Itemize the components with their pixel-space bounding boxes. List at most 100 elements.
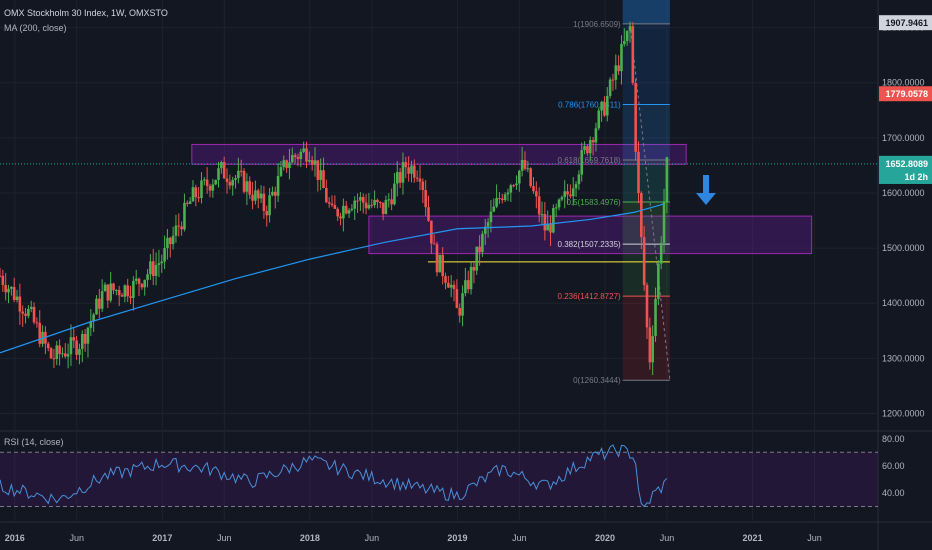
candle-body (611, 79, 615, 81)
candle-body (214, 179, 217, 185)
candle-body (268, 195, 271, 216)
candle-body (290, 155, 294, 163)
candle-body (475, 246, 479, 271)
candle-body (339, 216, 342, 219)
fib-band (622, 23, 670, 105)
candle-body (225, 178, 229, 182)
candle-body (183, 202, 186, 230)
candle-body (597, 110, 601, 129)
candle-body (191, 187, 195, 202)
time-tick-label: Jun (660, 533, 675, 543)
price-tick-label: 1300.0000 (882, 353, 925, 363)
candle-body (231, 179, 234, 186)
price-badge (879, 86, 932, 102)
candle-body (441, 254, 444, 277)
candle-body (458, 308, 462, 316)
price-tick-label: 1500.0000 (882, 243, 925, 253)
candle-body (78, 349, 81, 355)
candle-body (126, 285, 129, 297)
candle-body (481, 233, 484, 253)
candle-body (282, 160, 286, 168)
candle-body (393, 183, 396, 205)
time-tick-label: 2020 (595, 533, 615, 543)
candle-body (552, 208, 555, 233)
candle-body (7, 288, 10, 293)
candle-body (103, 284, 107, 292)
candle-body (410, 165, 413, 174)
candle-body (55, 345, 59, 359)
candle-body (515, 183, 518, 186)
candle-body (211, 184, 215, 191)
price-tick-label: 1600.0000 (882, 188, 925, 198)
candle-body (52, 358, 56, 360)
candle-body (336, 208, 339, 217)
candle-body (140, 283, 144, 288)
candle-body (574, 184, 578, 189)
candle-body (642, 237, 646, 286)
candle-body (254, 190, 257, 201)
candle-body (146, 274, 149, 280)
candle-body (455, 289, 459, 309)
price-badge (879, 168, 932, 184)
time-tick-label: 2017 (152, 533, 172, 543)
candle-body (608, 79, 612, 96)
fib-level-label: 0.5(1583.4976) (566, 198, 621, 207)
price-badge-label: 1779.0578 (885, 89, 928, 99)
candle-body (472, 266, 476, 271)
rsi-tick-label: 60.00 (882, 461, 905, 471)
candle-body (61, 353, 64, 355)
candle-body (66, 354, 70, 357)
candle-body (160, 261, 164, 264)
candle-body (12, 287, 16, 301)
candle-body (95, 298, 98, 315)
candle-body (384, 200, 388, 215)
fib-band (622, 104, 670, 161)
candle-body (185, 202, 189, 204)
candle-body (151, 261, 155, 276)
candle-body (129, 296, 132, 298)
candle-body (532, 186, 535, 192)
candle-body (100, 291, 104, 309)
candle-body (168, 237, 172, 245)
candle-body (106, 284, 110, 301)
candle-body (327, 202, 331, 204)
candle-body (248, 181, 252, 195)
candle-body (239, 170, 243, 172)
candle-body (469, 266, 473, 290)
candle-body (509, 185, 513, 193)
candle-body (492, 206, 496, 212)
candle-body (89, 321, 93, 328)
candle-body (566, 191, 569, 195)
candle-body (86, 327, 90, 344)
candle-body (620, 44, 623, 72)
candle-body (10, 287, 13, 289)
candle-body (18, 296, 22, 312)
candle-body (370, 204, 374, 206)
candle-body (659, 242, 663, 264)
candle-body (407, 167, 410, 174)
candle-body (220, 162, 223, 169)
candle-body (356, 200, 359, 202)
candle-body (662, 201, 666, 243)
candle-body (149, 261, 152, 275)
candle-body (222, 162, 226, 179)
candle-body (523, 160, 527, 169)
candle-body (588, 140, 592, 154)
candle-body (486, 222, 490, 227)
candle-body (447, 282, 450, 288)
candle-body (296, 157, 300, 159)
candle-body (137, 278, 141, 284)
candle-body (259, 193, 263, 199)
fib-level-label: 0(1260.3444) (573, 376, 621, 385)
candle-body (123, 285, 127, 297)
price-badge-label: 1d 2h (904, 172, 928, 182)
candle-body (495, 198, 498, 207)
candle-body (483, 226, 487, 234)
candle-body (651, 336, 654, 363)
candle-body (361, 197, 365, 203)
fib-level-label: 0.786(1760.3411) (558, 101, 621, 110)
candle-body (401, 162, 405, 183)
candle-body (506, 192, 510, 195)
candle-body (194, 187, 198, 198)
